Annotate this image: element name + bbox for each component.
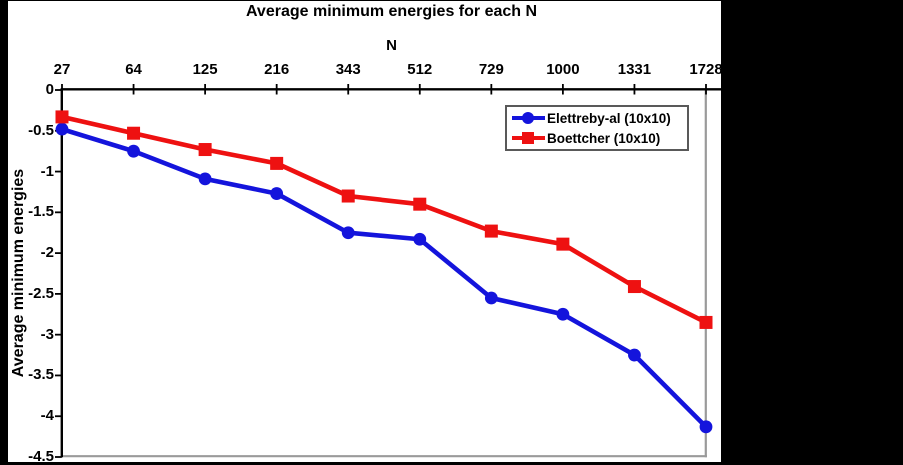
legend-marker-circle-icon xyxy=(512,110,545,126)
legend-label: Boettcher (10x10) xyxy=(547,130,661,146)
x-tick-label: 1331 xyxy=(617,61,652,78)
y-tick-label: 0 xyxy=(45,81,54,98)
x-tick-label: 512 xyxy=(407,61,433,78)
chart-panel xyxy=(8,1,721,462)
x-tick-label: 64 xyxy=(125,61,142,78)
y-tick-label: -0.5 xyxy=(28,121,54,139)
x-axis-title: N xyxy=(386,37,397,54)
x-tick-label: 1000 xyxy=(546,61,580,78)
legend-marker-square-icon xyxy=(512,130,545,146)
y-tick-label: -1 xyxy=(40,162,54,180)
y-tick-label: -1.5 xyxy=(28,203,54,221)
y-tick-label: -3.5 xyxy=(28,366,54,384)
x-tick-label: 27 xyxy=(53,61,71,78)
legend-item-boettcher: Boettcher (10x10) xyxy=(512,128,687,148)
y-tick-label: -3 xyxy=(40,325,54,343)
chart-title: Average minimum energies for each N xyxy=(245,3,538,20)
x-tick-label: 343 xyxy=(335,61,361,78)
y-tick-label: -4.5 xyxy=(28,448,54,465)
legend: Elettreby-al (10x10) Boettcher (10x10) xyxy=(505,105,689,151)
y-tick-label: -4 xyxy=(40,407,54,425)
legend-item-elettreby-al: Elettreby-al (10x10) xyxy=(512,108,687,128)
x-tick-label: 1728 xyxy=(689,61,723,78)
y-tick-label: -2.5 xyxy=(28,284,54,302)
x-tick-label: 729 xyxy=(478,61,504,78)
x-tick-label: 216 xyxy=(264,61,290,78)
y-tick-label: -2 xyxy=(40,244,54,262)
legend-label: Elettreby-al (10x10) xyxy=(547,110,671,126)
x-tick-label: 125 xyxy=(192,61,218,78)
